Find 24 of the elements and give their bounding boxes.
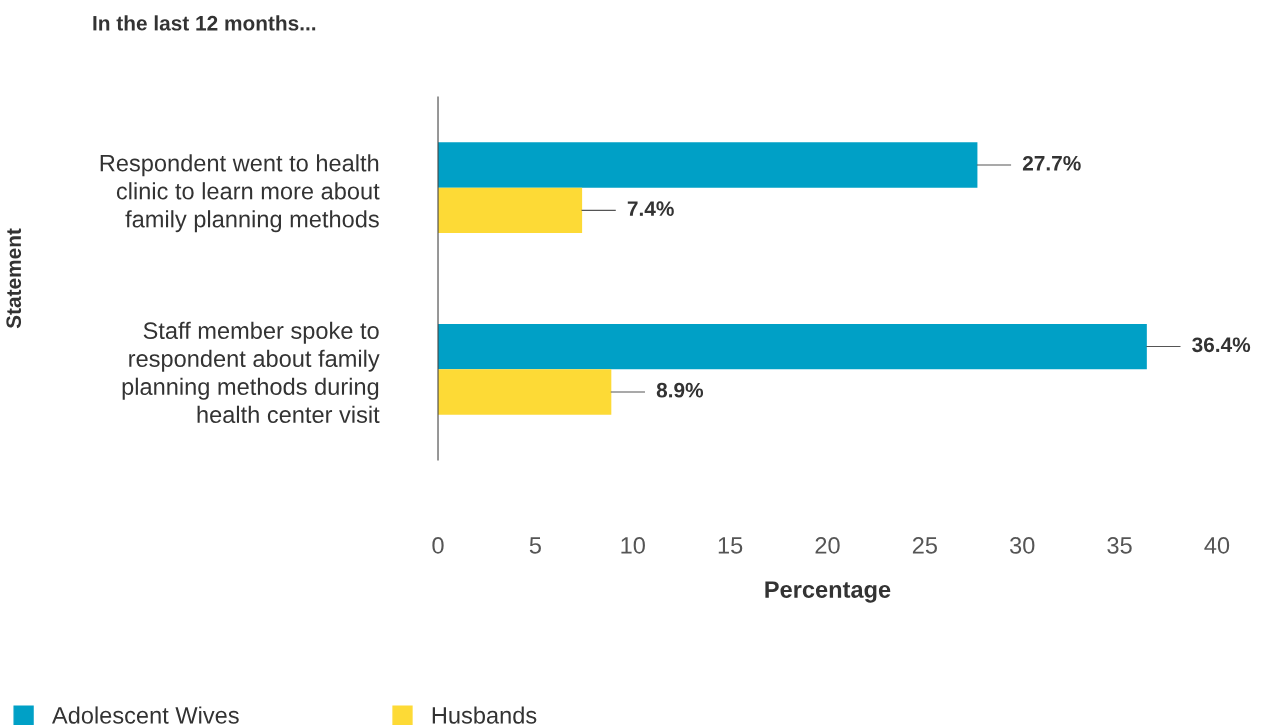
x-tick-label: 0 [432,537,444,554]
x-tick-label: 10 [621,537,645,554]
x-tick-label: 40 [1204,537,1230,554]
bar [438,323,1147,370]
text: In the last 12 months... [93,15,316,31]
x-axis-title: Percentage [765,581,891,603]
x-tick-label: 20 [815,537,840,554]
data-label: 27.7% [1022,155,1081,171]
x-tick-label: 30 [1009,537,1035,554]
data-label: 36.4% [1192,337,1251,353]
legend-label: Husbands [432,706,537,724]
data-label: 7.4% [627,201,674,216]
data-label: 8.9% [656,382,704,398]
y-tick-label: Respondent went to health clinic to learn more about family planning methods [100,154,380,233]
bar [438,187,583,234]
legend-label: Adolescent Wives [51,706,239,724]
x-tick-label: 5 [529,537,541,554]
x-tick-label: 15 [718,537,743,554]
bar [438,142,978,188]
bar [438,369,612,415]
x-tick-label: 35 [1107,537,1132,554]
x-tick-label: 25 [912,537,937,554]
y-tick-label: Staff member spoke to respondent about family planning methods during health center visit [122,321,380,424]
y-axis-title: Statement [6,228,22,329]
